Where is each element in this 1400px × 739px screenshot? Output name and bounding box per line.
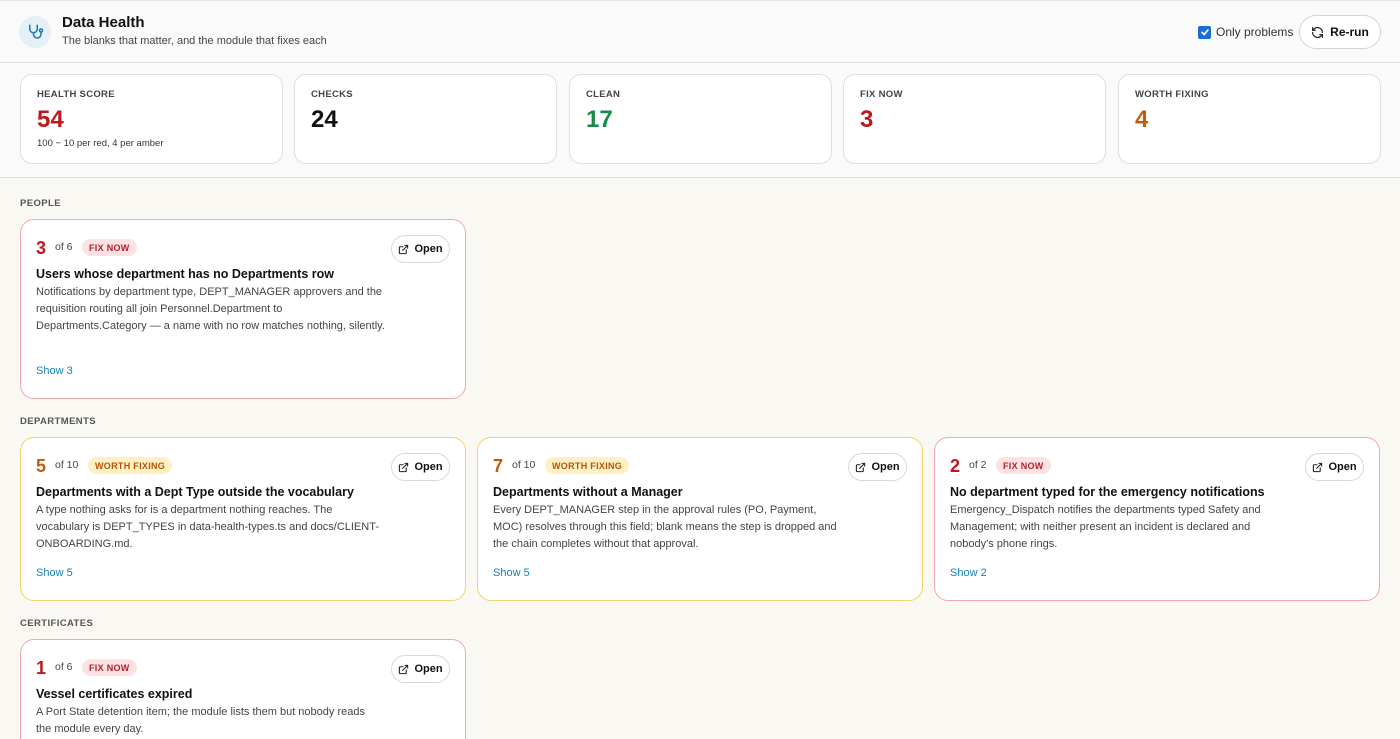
stat-clean: CLEAN 17 [569, 74, 832, 164]
stat-note: 100 − 10 per red, 4 per amber [37, 138, 164, 149]
status-badge: WORTH FIXING [88, 457, 173, 474]
rerun-button[interactable]: Re-run [1299, 15, 1381, 49]
card-title: Departments without a Manager [493, 485, 683, 499]
stat-worth-fixing: WORTH FIXING 4 [1118, 74, 1381, 164]
status-badge: FIX NOW [996, 457, 1051, 474]
card-of-total: of 6 [55, 661, 73, 673]
card-of-total: of 10 [55, 459, 79, 471]
summary-stats: HEALTH SCORE 54 100 − 10 per red, 4 per … [0, 63, 1400, 178]
stat-value: 4 [1135, 106, 1149, 133]
external-link-icon [856, 462, 866, 472]
stat-health-score: HEALTH SCORE 54 100 − 10 per red, 4 per … [20, 74, 283, 164]
open-label: Open [414, 663, 443, 675]
card-title: Departments with a Dept Type outside the… [36, 485, 354, 499]
show-link[interactable]: Show 3 [36, 365, 73, 377]
card-count: 2 [950, 456, 961, 476]
check-card: 1 of 6 FIX NOW Open Vessel certificates … [20, 639, 466, 739]
stat-label: CLEAN [586, 89, 621, 100]
status-badge: FIX NOW [82, 659, 137, 676]
open-label: Open [414, 243, 443, 255]
page-header: Data Health The blanks that matter, and … [0, 0, 1400, 63]
section-label-people: PEOPLE [20, 198, 61, 209]
card-description: Every DEPT_MANAGER step in the approval … [493, 504, 837, 550]
stat-value: 24 [311, 106, 338, 133]
open-button[interactable]: Open [391, 453, 450, 481]
stat-label: WORTH FIXING [1135, 89, 1209, 100]
card-title: No department typed for the emergency no… [950, 485, 1265, 499]
section-label-certificates: CERTIFICATES [20, 618, 94, 629]
external-link-icon [399, 664, 409, 674]
show-link[interactable]: Show 2 [950, 567, 987, 579]
card-count: 3 [36, 238, 47, 258]
only-problems-label: Only problems [1216, 25, 1294, 39]
stat-value: 54 [37, 106, 64, 133]
check-card: 3 of 6 FIX NOW Open Users whose departme… [20, 219, 466, 399]
rerun-label: Re-run [1330, 25, 1369, 39]
check-card: 2 of 2 FIX NOW Open No department typed … [934, 437, 1380, 601]
card-of-total: of 10 [512, 459, 536, 471]
open-label: Open [414, 461, 443, 473]
check-card: 7 of 10 WORTH FIXING Open Departments wi… [477, 437, 923, 601]
card-description: Notifications by department type, DEPT_M… [36, 286, 385, 332]
card-title: Vessel certificates expired [36, 687, 193, 701]
check-card: 5 of 10 WORTH FIXING Open Departments wi… [20, 437, 466, 601]
page-title: Data Health [62, 14, 145, 31]
open-label: Open [1328, 461, 1357, 473]
external-link-icon [399, 244, 409, 254]
stat-value: 17 [586, 106, 613, 133]
card-count: 5 [36, 456, 47, 476]
page-subtitle: The blanks that matter, and the module t… [62, 35, 327, 47]
card-description: A type nothing asks for is a department … [36, 504, 379, 550]
status-badge: FIX NOW [82, 239, 137, 256]
external-link-icon [1313, 462, 1323, 472]
open-button[interactable]: Open [1305, 453, 1364, 481]
stethoscope-icon [19, 16, 51, 48]
stat-checks: CHECKS 24 [294, 74, 557, 164]
show-link[interactable]: Show 5 [493, 567, 530, 579]
card-description: Emergency_Dispatch notifies the departme… [950, 504, 1261, 550]
open-label: Open [871, 461, 900, 473]
card-title: Users whose department has no Department… [36, 267, 334, 281]
card-count: 7 [493, 456, 504, 476]
section-label-departments: DEPARTMENTS [20, 416, 97, 427]
open-button[interactable]: Open [391, 655, 450, 683]
card-of-total: of 6 [55, 241, 73, 253]
status-badge: WORTH FIXING [545, 457, 630, 474]
stat-label: CHECKS [311, 89, 353, 100]
external-link-icon [399, 462, 409, 472]
refresh-icon [1312, 26, 1324, 38]
card-description: A Port State detention item; the module … [36, 706, 365, 735]
stat-label: FIX NOW [860, 89, 903, 100]
stat-label: HEALTH SCORE [37, 89, 115, 100]
show-link[interactable]: Show 5 [36, 567, 73, 579]
stat-value: 3 [860, 106, 874, 133]
only-problems-toggle[interactable]: Only problems [1198, 24, 1293, 40]
only-problems-checkbox[interactable] [1198, 25, 1211, 39]
open-button[interactable]: Open [391, 235, 450, 263]
open-button[interactable]: Open [848, 453, 907, 481]
card-of-total: of 2 [969, 459, 987, 471]
card-count: 1 [36, 658, 47, 678]
stat-fix-now: FIX NOW 3 [843, 74, 1106, 164]
